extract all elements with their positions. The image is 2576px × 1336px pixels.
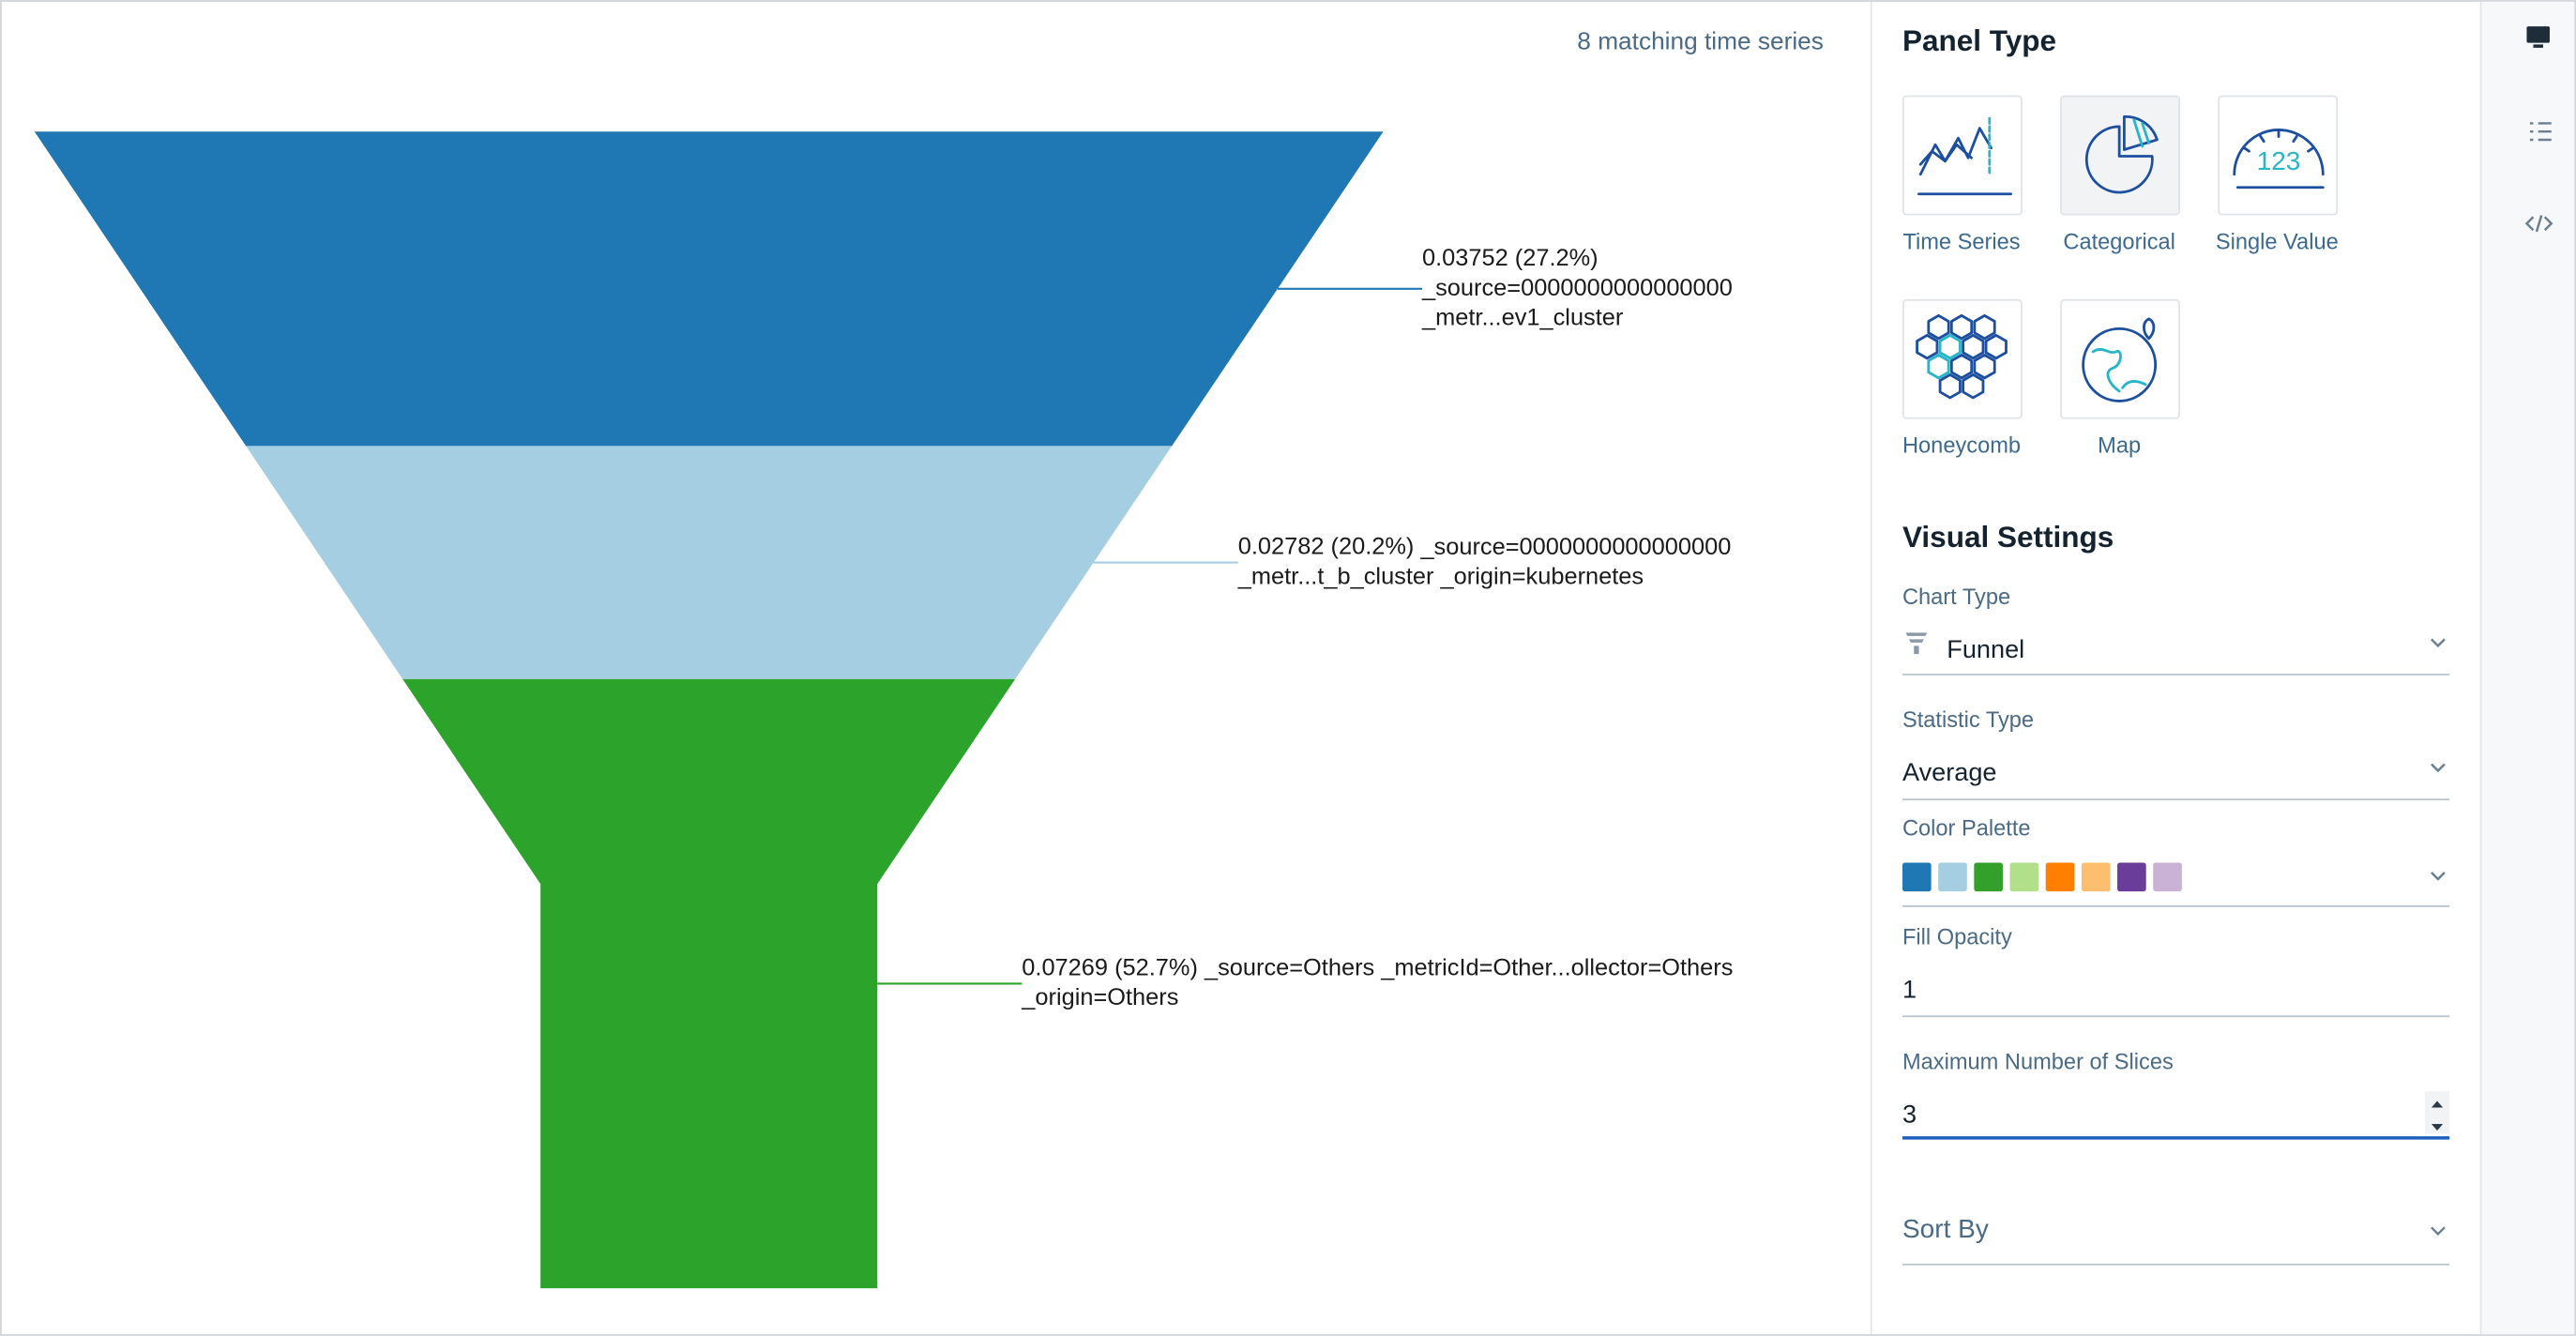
palette-swatch[interactable] <box>2045 862 2075 892</box>
field-value[interactable]: Average <box>1902 757 1997 786</box>
map-icon <box>2082 317 2158 402</box>
panel-type-title: Panel Type <box>1902 23 2056 57</box>
dropdown-chevron[interactable] <box>2431 763 2446 773</box>
spinner[interactable] <box>2424 1090 2450 1134</box>
category-label: _source=0000000000000000 _metr...t_b_clu… <box>1237 534 1738 590</box>
rail-display-icon[interactable] <box>2526 26 2550 48</box>
value-label: 0.03752 <box>1422 245 1508 271</box>
palette-swatch[interactable] <box>1938 862 1967 892</box>
rail <box>2480 1 2575 1335</box>
palette-swatch[interactable] <box>1902 862 1932 892</box>
panel-type-label: Single Value <box>2216 231 2339 255</box>
category-label: _source=0000000000000000 _metr...ev1_clu… <box>1421 274 1739 330</box>
palette-swatch[interactable] <box>2009 862 2039 892</box>
panel-type-tile[interactable] <box>2218 95 2339 216</box>
panel-type-label: Categorical <box>2063 231 2175 255</box>
field-label: Maximum Number of Slices <box>1902 1050 2174 1074</box>
field-label: Statistic Type <box>1902 708 2034 733</box>
rail-code-icon[interactable] <box>2524 215 2553 233</box>
dropdown-chevron[interactable] <box>2431 638 2446 648</box>
funnel-segment <box>246 446 1173 679</box>
visual-settings-title: Visual Settings <box>1902 520 2114 554</box>
field-value[interactable]: 3 <box>1902 1099 1917 1128</box>
single-value-icon: 123 <box>2233 129 2325 190</box>
panel-type-label: Time Series <box>1902 231 2020 255</box>
categorical-icon <box>2084 115 2159 194</box>
palette-swatch[interactable] <box>2153 862 2182 892</box>
panel-type-label: Map <box>2098 434 2141 459</box>
field-label: Color Palette <box>1902 817 2031 842</box>
field-label[interactable]: Sort By <box>1902 1214 1989 1243</box>
single-value-glyph: 123 <box>2257 146 2301 175</box>
palette-swatch[interactable] <box>1974 862 2003 892</box>
honeycomb-icon <box>1916 313 2008 400</box>
panel-type-tile[interactable] <box>1902 298 2023 419</box>
palette-swatch[interactable] <box>2081 862 2111 892</box>
field-label: Chart Type <box>1902 585 2010 610</box>
field-value[interactable]: Funnel <box>1947 634 2024 663</box>
dropdown-chevron[interactable] <box>2431 872 2446 881</box>
panel-type-label: Honeycomb <box>1902 434 2021 459</box>
category-label: _source=Others _metricId=Other...ollecto… <box>1021 954 1739 1010</box>
value-label: 0.07269 <box>1022 954 1108 980</box>
funnel-glyph <box>1905 632 1928 655</box>
share-label: (52.7%) <box>1114 954 1198 980</box>
share-label: (27.2%) <box>1515 245 1599 271</box>
field-label: Fill Opacity <box>1902 925 2012 949</box>
funnel-segment <box>402 678 1016 1289</box>
palette-swatch[interactable] <box>2117 862 2146 892</box>
time-series-icon <box>1917 116 2012 196</box>
share-label: (20.2%) <box>1331 534 1415 560</box>
palette-swatches[interactable] <box>1902 862 2182 892</box>
matching-count: 8 matching time series <box>1577 27 1824 55</box>
panel-type-tile[interactable] <box>1902 95 2023 216</box>
dropdown-chevron[interactable] <box>2431 1226 2446 1237</box>
value-label: 0.02782 <box>1238 534 1325 560</box>
rail-list-icon[interactable] <box>2529 122 2552 142</box>
funnel-chart: 0.03752 (27.2%) _source=0000000000000000 _… <box>34 131 1739 1289</box>
field-value[interactable]: 1 <box>1902 974 1917 1003</box>
funnel-segment <box>34 131 1384 447</box>
